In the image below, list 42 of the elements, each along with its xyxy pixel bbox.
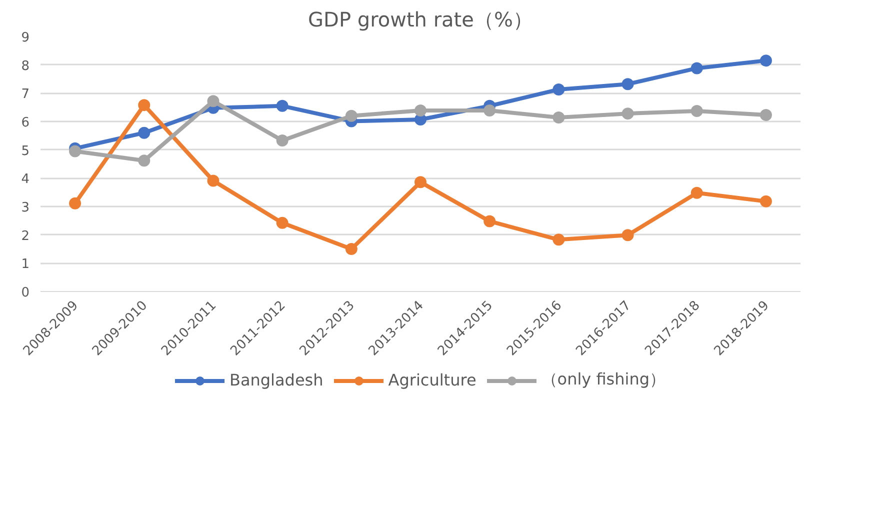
- point: [760, 195, 772, 208]
- point: [690, 62, 703, 74]
- chart-title: GDP growth rate（%）: [308, 8, 533, 32]
- point: [552, 112, 565, 124]
- y-tick-label: 2: [21, 228, 30, 244]
- point: [690, 105, 703, 118]
- y-tick-label: 3: [21, 200, 30, 216]
- point: [690, 186, 703, 199]
- point: [345, 243, 358, 255]
- point: [276, 100, 288, 112]
- y-tick-label: 1: [21, 257, 30, 272]
- point: [484, 104, 496, 116]
- y-tick-label: 4: [21, 172, 30, 188]
- legend-label: Bangladesh: [229, 370, 324, 390]
- point: [552, 83, 565, 96]
- point: [760, 108, 772, 121]
- point: [138, 99, 150, 112]
- point: [622, 78, 634, 90]
- point: [552, 234, 565, 246]
- y-tick-label: 8: [21, 58, 30, 74]
- point: [207, 174, 220, 187]
- point: [414, 104, 426, 116]
- y-tick-label: 6: [21, 116, 30, 130]
- legend-label: Agriculture: [388, 370, 476, 390]
- legend-label: （only fishing）: [541, 370, 666, 390]
- point: [276, 216, 288, 229]
- y-tick-label: 7: [21, 87, 30, 102]
- point: [414, 176, 426, 188]
- point: [760, 54, 772, 67]
- y-tick-label: 9: [21, 30, 30, 46]
- point: [138, 154, 150, 167]
- point: [69, 145, 82, 158]
- point: [622, 229, 634, 242]
- y-tick-label: 5: [21, 144, 30, 159]
- point: [345, 110, 358, 122]
- point: [484, 215, 496, 228]
- point: [622, 108, 634, 120]
- point: [69, 197, 82, 210]
- point: [276, 134, 288, 146]
- point: [138, 126, 150, 139]
- point: [207, 95, 220, 108]
- y-tick-label: 0: [21, 286, 30, 300]
